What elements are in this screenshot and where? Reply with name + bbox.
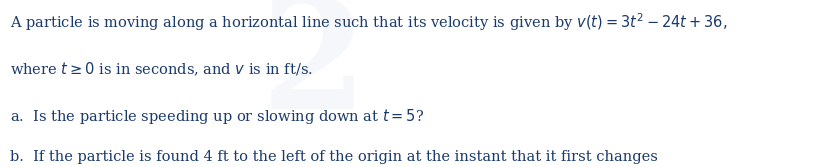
Text: 2: 2	[261, 0, 367, 141]
Text: a.  Is the particle speeding up or slowing down at $t = 5$?: a. Is the particle speeding up or slowin…	[10, 107, 424, 126]
Text: b.  If the particle is found 4 ft to the left of the origin at the instant that : b. If the particle is found 4 ft to the …	[10, 150, 657, 164]
Text: where $t \geq 0$ is in seconds, and $v$ is in ft/s.: where $t \geq 0$ is in seconds, and $v$ …	[10, 60, 313, 77]
Text: A particle is moving along a horizontal line such that its velocity is given by : A particle is moving along a horizontal …	[10, 12, 728, 33]
